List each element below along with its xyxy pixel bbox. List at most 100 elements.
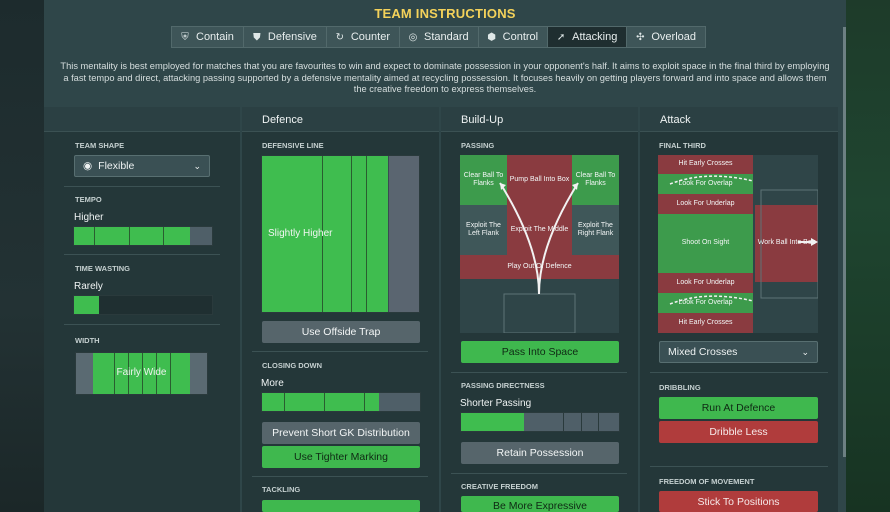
dribble-less-button[interactable]: Dribble Less — [659, 421, 818, 443]
mentality-tabs: ⛨ Contain ⛊ Defensive ↻ Counter ◎ Standard ⬢… — [171, 26, 706, 48]
panel-title: TEAM INSTRUCTIONS — [374, 6, 516, 21]
tab-contain[interactable]: ⛨ Contain — [171, 26, 244, 48]
closing-tick — [324, 393, 325, 411]
team-shape-label: TEAM SHAPE — [75, 141, 125, 150]
divider — [64, 254, 220, 255]
exploit-left-zone[interactable]: Exploit The Left Flank — [460, 205, 507, 255]
defensive-line-pitch[interactable]: Slightly Higher — [261, 155, 420, 313]
divider — [64, 186, 220, 187]
passing-label: PASSING — [461, 141, 495, 150]
overload-icon: ✣ — [636, 31, 645, 43]
pump-ball-zone[interactable]: Pump Ball Into Box — [507, 155, 572, 205]
attack-header: Attack — [640, 107, 838, 132]
mentality-description: This mentality is best employed for matc… — [60, 61, 830, 94]
arrow-attack-icon: ➚ — [556, 31, 566, 43]
divider — [650, 466, 828, 467]
shield-icon: ⛊ — [253, 31, 261, 43]
tab-attacking[interactable]: ➚ Attacking — [547, 26, 628, 48]
width-tick — [114, 353, 115, 394]
time-wasting-fill — [74, 296, 99, 314]
divider — [252, 351, 428, 352]
tempo-label: TEMPO — [75, 195, 102, 204]
underlap-bottom-zone[interactable]: Look For Underlap — [658, 273, 753, 293]
clear-right-zone[interactable]: Clear Ball To Flanks — [572, 155, 619, 205]
hit-early-crosses-top-zone[interactable]: Hit Early Crosses — [658, 155, 753, 174]
tempo-tick — [163, 227, 164, 245]
overlap-top-zone[interactable]: Look For Overlap — [658, 174, 753, 194]
exploit-right-zone[interactable]: Exploit The Right Flank — [572, 205, 619, 255]
tempo-slider[interactable] — [73, 226, 213, 246]
line-tick — [351, 156, 352, 312]
line-tick — [388, 156, 389, 312]
closing-down-label: CLOSING DOWN — [262, 361, 322, 370]
underlap-top-zone[interactable]: Look For Underlap — [658, 194, 753, 214]
directness-tick — [598, 413, 599, 431]
retain-possession-button[interactable]: Retain Possession — [461, 442, 619, 464]
freedom-of-movement-label: FREEDOM OF MOVEMENT — [659, 477, 755, 486]
line-tick — [366, 156, 367, 312]
tab-overload[interactable]: ✣ Overload — [626, 26, 706, 48]
tempo-fill — [74, 227, 190, 245]
chevron-down-icon: ⌄ — [193, 160, 201, 171]
prevent-gk-distribution-button[interactable]: Prevent Short GK Distribution — [262, 422, 420, 444]
closing-down-value: More — [261, 378, 284, 389]
width-tick — [142, 353, 143, 394]
tab-standard[interactable]: ◎ Standard — [398, 26, 479, 48]
instruction-columns: TEAM SHAPE ◉ Flexible ⌄ TEMPO Higher TIM… — [44, 107, 838, 512]
shield-crest-icon: ⛨ — [181, 31, 189, 43]
scrollbar[interactable] — [843, 27, 846, 457]
work-ball-into-box-zone[interactable]: Work Ball Into Box — [755, 205, 818, 282]
team-shape-dropdown[interactable]: ◉ Flexible ⌄ — [74, 155, 210, 177]
line-tick — [322, 156, 323, 312]
creative-freedom-label: CREATIVE FREEDOM — [461, 482, 538, 491]
width-pitch[interactable]: Fairly Wide — [75, 352, 208, 395]
run-at-defence-button[interactable]: Run At Defence — [659, 397, 818, 419]
crosses-dropdown[interactable]: Mixed Crosses ⌄ — [659, 341, 818, 363]
divider — [252, 476, 428, 477]
closing-tick — [364, 393, 365, 411]
defence-column: Defence DEFENSIVE LINE Slightly Higher U… — [242, 107, 439, 512]
defensive-line-label: DEFENSIVE LINE — [262, 141, 324, 150]
passing-directness-value: Shorter Passing — [460, 398, 532, 409]
final-third-pitch: Hit Early Crosses Look For Overlap Look … — [658, 155, 818, 333]
shoot-on-sight-zone[interactable]: Shoot On Sight — [658, 214, 753, 273]
team-column: TEAM SHAPE ◉ Flexible ⌄ TEMPO Higher TIM… — [44, 107, 240, 512]
width-tick — [156, 353, 157, 394]
background-left — [0, 0, 44, 512]
stick-to-positions-button[interactable]: Stick To Positions — [659, 491, 818, 512]
time-wasting-slider[interactable] — [73, 295, 213, 315]
pass-into-space-button[interactable]: Pass Into Space — [461, 341, 619, 363]
closing-tick — [284, 393, 285, 411]
closing-down-slider[interactable] — [261, 392, 421, 412]
clear-left-zone[interactable]: Clear Ball To Flanks — [460, 155, 507, 205]
closing-down-fill — [262, 393, 379, 411]
counter-arrow-icon: ↻ — [335, 31, 345, 43]
tab-control[interactable]: ⬢ Control — [477, 26, 549, 48]
tab-counter[interactable]: ↻ Counter — [325, 26, 400, 48]
buildup-column: Build-Up PASSING Clear Ball To Flanks Pu… — [441, 107, 638, 512]
passing-directness-fill — [461, 413, 525, 431]
tackling-label: TACKLING — [262, 485, 301, 494]
passing-directness-slider[interactable] — [460, 412, 620, 432]
tighter-marking-button[interactable]: Use Tighter Marking — [262, 446, 420, 468]
tempo-value: Higher — [74, 212, 104, 223]
team-column-header — [44, 107, 240, 132]
tab-defensive[interactable]: ⛊ Defensive — [242, 26, 327, 48]
passing-pitch: Clear Ball To Flanks Pump Ball Into Box … — [460, 155, 619, 333]
chevron-down-icon: ⌄ — [801, 346, 809, 357]
control-icon: ⬢ — [487, 31, 496, 43]
width-label: WIDTH — [75, 336, 100, 345]
overlap-bottom-zone[interactable]: Look For Overlap — [658, 293, 753, 313]
dribbling-label: DRIBBLING — [659, 383, 701, 392]
passing-arrows — [499, 182, 579, 333]
tackling-button[interactable] — [262, 500, 420, 512]
flexible-icon: ◉ — [83, 160, 93, 172]
target-icon: ◎ — [408, 31, 418, 43]
final-third-label: FINAL THIRD — [659, 141, 706, 150]
time-wasting-value: Rarely — [74, 281, 103, 292]
be-more-expressive-button[interactable]: Be More Expressive — [461, 496, 619, 512]
hit-early-crosses-bottom-zone[interactable]: Hit Early Crosses — [658, 313, 753, 333]
offside-trap-button[interactable]: Use Offside Trap — [262, 321, 420, 343]
tempo-tick — [94, 227, 95, 245]
buildup-header: Build-Up — [441, 107, 638, 132]
